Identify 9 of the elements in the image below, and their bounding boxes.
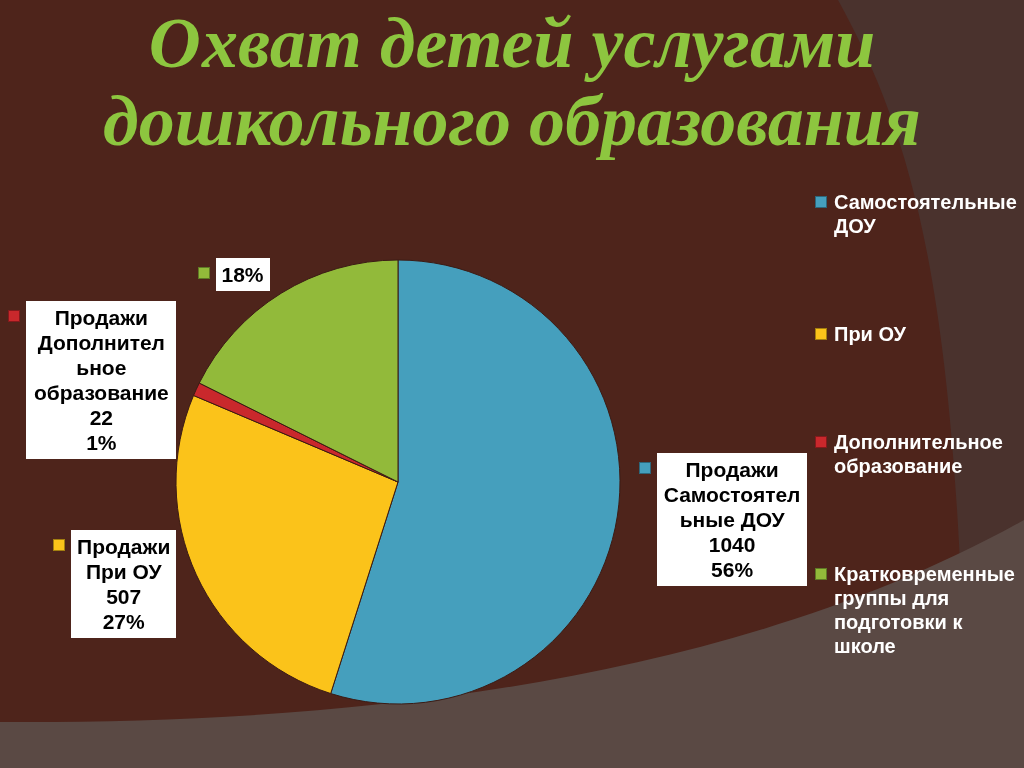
data-label: Продажи При ОУ 507 27%	[71, 529, 177, 638]
legend-label: Дополнительное образование	[834, 430, 1004, 478]
data-label: Продажи Самостоятельные ДОУ 1040 56%	[657, 452, 808, 586]
legend-label: При ОУ	[834, 322, 906, 346]
chart-title: Охват детей услугами дошкольного образования	[102, 3, 922, 161]
legend-label: Самостоятельные ДОУ	[834, 190, 1018, 238]
legend-label: Кратковременные группы для подготовки к школе	[834, 562, 1016, 658]
data-label: Продажи Дополнительное образование 22 1%	[26, 301, 177, 460]
data-label: 18%	[215, 258, 270, 292]
